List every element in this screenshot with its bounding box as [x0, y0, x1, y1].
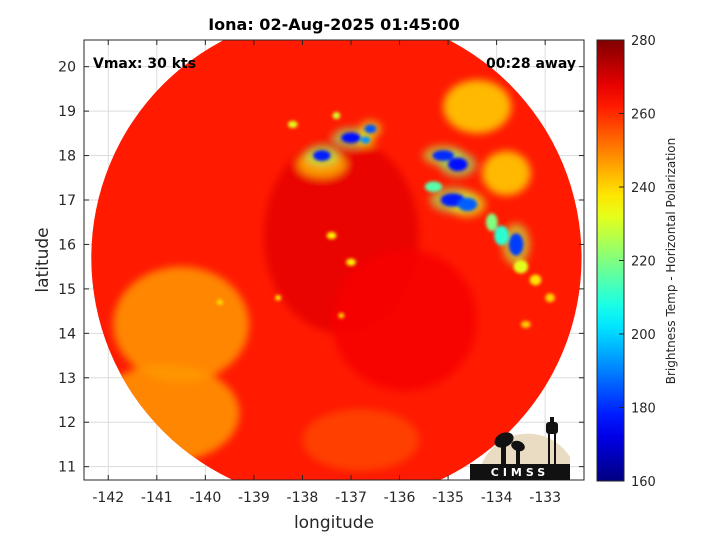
brightness-feature — [508, 233, 524, 256]
y-tick-label: 15 — [58, 282, 76, 298]
x-tick-label: -138 — [287, 490, 319, 506]
vmax-annotation: Vmax: 30 kts — [93, 56, 196, 72]
swath-image — [91, 40, 582, 480]
logo-text: CIMSS — [491, 466, 549, 479]
y-tick-label: 11 — [58, 460, 76, 476]
chart-title: Iona: 02-Aug-2025 01:45:00 — [208, 15, 460, 34]
brightness-feature — [313, 150, 331, 161]
x-tick-label: -139 — [238, 490, 270, 506]
x-axis: -142 -141 -140 -139 -138 -137 -136 -135 -134 -133 — [92, 40, 561, 506]
x-tick-label: -134 — [481, 490, 513, 506]
y-tick-label: 19 — [58, 104, 76, 120]
y-tick-label: 20 — [58, 60, 76, 76]
brightness-feature — [529, 274, 542, 286]
colorbar-tick-label: 200 — [631, 328, 656, 343]
x-tick-label: -136 — [384, 490, 416, 506]
brightness-feature — [485, 213, 498, 232]
axes-box — [83, 39, 585, 481]
x-tick-label: -142 — [92, 490, 124, 506]
colorbar-label: Brightness Temp - Horizontal Polarizatio… — [664, 138, 678, 385]
y-tick-label: 18 — [58, 149, 76, 165]
water-tower-icon — [546, 417, 558, 464]
brightness-feature — [520, 320, 531, 329]
x-tick-label: -141 — [141, 490, 173, 506]
x-tick-label: -135 — [432, 490, 464, 506]
brightness-feature — [113, 266, 250, 383]
x-tick-label: -140 — [189, 490, 221, 506]
y-axis: 11 12 13 14 15 16 17 18 19 20 — [58, 60, 584, 476]
colorbar-tick-label: 260 — [631, 108, 656, 123]
brightness-feature — [448, 157, 468, 172]
brightness-feature — [217, 299, 223, 305]
colorbar-tick-label: 220 — [631, 255, 656, 270]
brightness-feature — [545, 293, 555, 303]
brightness-feature — [341, 132, 361, 144]
x-tick-label: -133 — [529, 490, 561, 506]
time-away-annotation: 00:28 away — [486, 56, 576, 72]
brightness-feature — [494, 225, 509, 246]
y-tick-label: 12 — [58, 415, 76, 431]
brightness-feature — [424, 181, 443, 193]
brightness-feature — [326, 232, 337, 240]
colorbar-tick-label: 280 — [631, 34, 656, 49]
y-tick-label: 13 — [58, 371, 76, 387]
brightness-feature — [275, 295, 282, 301]
colorbar-tick-label: 160 — [631, 475, 656, 490]
y-tick-label: 16 — [58, 237, 76, 253]
brightness-feature — [482, 151, 531, 196]
brightness-feature — [457, 197, 478, 212]
colorbar-tick-label: 240 — [631, 181, 656, 196]
cimss-logo: CIMSS — [470, 417, 570, 480]
colorbar-ticks: 160 180 200 220 240 260 280 — [619, 34, 656, 490]
x-tick-label: -137 — [335, 490, 367, 506]
logo-bar — [470, 464, 570, 480]
y-tick-label: 14 — [58, 326, 76, 342]
brightness-feature — [443, 80, 512, 134]
brightness-feature — [432, 150, 454, 161]
brightness-feature — [302, 408, 419, 472]
brightness-feature — [513, 260, 529, 274]
brightness-feature — [346, 258, 356, 266]
brightness-feature — [364, 124, 377, 134]
brightness-feature — [338, 312, 345, 319]
brightness-feature — [331, 248, 478, 392]
x-axis-label: longitude — [294, 513, 374, 533]
y-tick-label: 17 — [58, 193, 76, 209]
brightness-feature — [360, 136, 371, 144]
colorbar-tick-label: 180 — [631, 402, 656, 417]
brightness-feature — [287, 120, 298, 128]
y-axis-label: latitude — [33, 227, 53, 292]
antenna-icon — [494, 432, 525, 464]
brightness-feature — [332, 112, 341, 120]
